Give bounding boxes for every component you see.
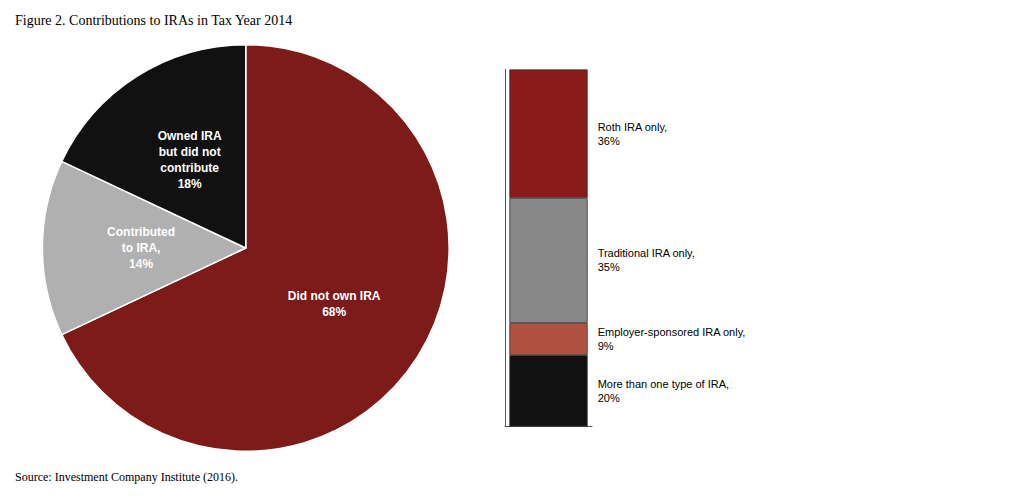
svg-text:Employer-sponsored IRA only,: Employer-sponsored IRA only,	[598, 326, 746, 338]
svg-text:Owned IRA: Owned IRA	[158, 129, 222, 143]
svg-text:Did not own IRA: Did not own IRA	[288, 289, 381, 303]
svg-text:18%: 18%	[178, 177, 202, 191]
svg-text:Source: Investment Company Ins: Source: Investment Company Institute (20…	[15, 470, 238, 484]
svg-text:9%: 9%	[598, 340, 614, 352]
svg-text:to IRA,: to IRA,	[122, 241, 161, 255]
svg-text:14%: 14%	[129, 257, 153, 271]
svg-text:35%: 35%	[598, 261, 620, 273]
svg-text:More than one type of IRA,: More than one type of IRA,	[598, 378, 729, 390]
svg-text:Contributed: Contributed	[107, 225, 175, 239]
svg-text:68%: 68%	[322, 305, 346, 319]
svg-text:but did not: but did not	[159, 145, 221, 159]
svg-text:contribute: contribute	[160, 161, 219, 175]
svg-text:36%: 36%	[598, 135, 620, 147]
svg-text:Figure 2. Contributions to IRA: Figure 2. Contributions to IRAs in Tax Y…	[15, 13, 292, 28]
svg-text:Roth IRA only,: Roth IRA only,	[598, 121, 668, 133]
svg-text:Traditional IRA only,: Traditional IRA only,	[598, 247, 695, 259]
svg-text:20%: 20%	[598, 392, 620, 404]
